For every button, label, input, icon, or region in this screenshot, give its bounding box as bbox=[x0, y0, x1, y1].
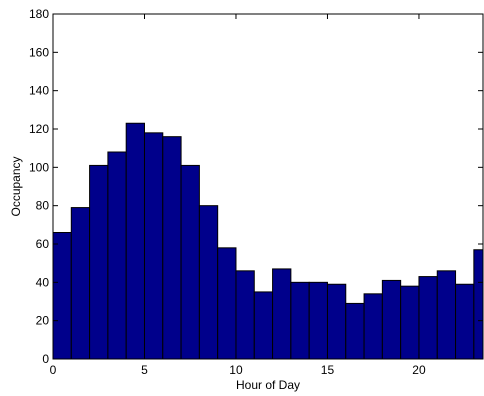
ticks-group: 0 20 40 60 80 100 120 140 160 180 0 5 10 15 20 bbox=[29, 7, 483, 377]
x-tick-label: 10 bbox=[229, 363, 243, 377]
y-tick-label: 60 bbox=[36, 237, 50, 251]
bar-hour-10 bbox=[235, 270, 255, 360]
bar-hour-13 bbox=[290, 281, 310, 360]
y-axis-label: Occupancy bbox=[9, 156, 23, 216]
bar-hour-6 bbox=[162, 136, 182, 360]
axes-frame bbox=[52, 13, 484, 360]
y-tick-label: 100 bbox=[29, 160, 49, 174]
x-tick-label: 5 bbox=[141, 363, 148, 377]
bar-hour-23 bbox=[473, 249, 484, 360]
bar-hour-15 bbox=[326, 283, 347, 360]
x-tick-label: 20 bbox=[412, 363, 426, 377]
bar-hour-19 bbox=[400, 285, 420, 360]
bar-hour-11 bbox=[253, 291, 274, 360]
y-tick-label: 20 bbox=[36, 314, 50, 328]
bar-hour-1 bbox=[70, 207, 91, 360]
bar-hour-5 bbox=[143, 132, 164, 360]
bar-hour-14 bbox=[308, 281, 328, 360]
bar-hour-0 bbox=[52, 232, 72, 360]
y-tick-label: 120 bbox=[29, 122, 49, 136]
y-tick-label: 140 bbox=[29, 84, 49, 98]
bar-hour-16 bbox=[345, 302, 365, 360]
bar-hour-20 bbox=[418, 276, 438, 360]
bar-hour-8 bbox=[198, 205, 219, 360]
bar-hour-21 bbox=[436, 270, 457, 360]
bars-group bbox=[52, 122, 484, 360]
x-axis-label: Hour of Day bbox=[236, 378, 300, 392]
y-tick-label: 160 bbox=[29, 45, 49, 59]
bar-hour-7 bbox=[180, 164, 200, 360]
y-tick-label: 80 bbox=[36, 199, 50, 213]
y-tick-label: 40 bbox=[36, 275, 50, 289]
bar-hour-18 bbox=[381, 279, 402, 360]
bar-hour-9 bbox=[217, 247, 237, 360]
bar-hour-12 bbox=[272, 268, 292, 360]
y-tick-label: 0 bbox=[42, 352, 49, 366]
bar-hour-2 bbox=[89, 164, 109, 360]
bar-hour-4 bbox=[125, 122, 145, 360]
x-tick-label: 0 bbox=[50, 363, 57, 377]
y-tick-label: 180 bbox=[29, 7, 49, 21]
bar-hour-22 bbox=[455, 283, 475, 360]
bar-hour-3 bbox=[107, 151, 127, 360]
x-tick-label: 15 bbox=[321, 363, 335, 377]
bar-hour-17 bbox=[363, 293, 383, 360]
